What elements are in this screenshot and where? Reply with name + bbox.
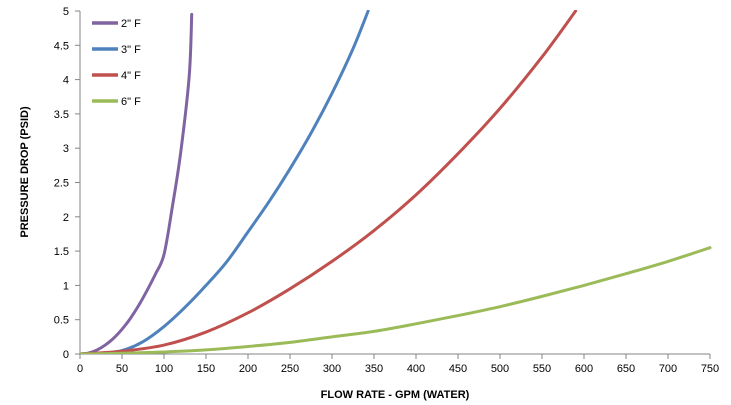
series-line-3	[80, 246, 712, 354]
x-tick-label: 700	[659, 363, 677, 375]
x-tick-label: 350	[365, 363, 383, 375]
x-tick-label: 150	[197, 363, 215, 375]
y-tick-label: 3.5	[54, 109, 69, 121]
x-tick-label: 250	[281, 363, 299, 375]
y-axis-title: PRESSURE DROP (PSID)	[19, 106, 31, 238]
y-tick-label: 4	[63, 75, 69, 87]
y-tick-label: 1.5	[54, 246, 69, 258]
x-tick-label: 50	[116, 363, 128, 375]
x-tick-label: 550	[533, 363, 551, 375]
y-tick-label: 3	[63, 143, 69, 155]
x-tick-label: 450	[449, 363, 467, 375]
series-line-2	[80, 10, 578, 354]
y-tick-label: 0.5	[54, 315, 69, 327]
axes: 0 50 100 150 200 250 300 350 400 450 500 550 600 650 7…	[54, 6, 719, 375]
x-axis-title: FLOW RATE - GPM (WATER)	[321, 389, 470, 401]
x-tick-label: 300	[323, 363, 341, 375]
legend-label-3: 6" F	[121, 96, 141, 108]
y-tick-label: 1	[63, 280, 69, 292]
x-tick-label: 0	[77, 363, 83, 375]
x-tick-label: 100	[155, 363, 173, 375]
x-tick-label: 650	[617, 363, 635, 375]
x-tick-label: 750	[701, 363, 719, 375]
y-tick-label: 2.5	[54, 178, 69, 190]
y-tick-label: 2	[63, 212, 69, 224]
x-tick-label: 600	[575, 363, 593, 375]
series-layer	[80, 10, 712, 354]
x-tick-label: 500	[491, 363, 509, 375]
series-line-1	[80, 10, 370, 354]
x-tick-label: 400	[407, 363, 425, 375]
y-tick-label: 4.5	[54, 40, 69, 52]
legend-label-2: 4" F	[121, 70, 141, 82]
legend: 2" F 3" F 4" F 6" F	[92, 18, 141, 108]
legend-label-0: 2" F	[121, 18, 141, 30]
series-line-0	[80, 12, 194, 354]
y-tick-label: 0	[63, 349, 69, 361]
x-tick-label: 200	[239, 363, 257, 375]
legend-label-1: 3" F	[121, 44, 141, 56]
y-tick-label: 5	[63, 6, 69, 18]
